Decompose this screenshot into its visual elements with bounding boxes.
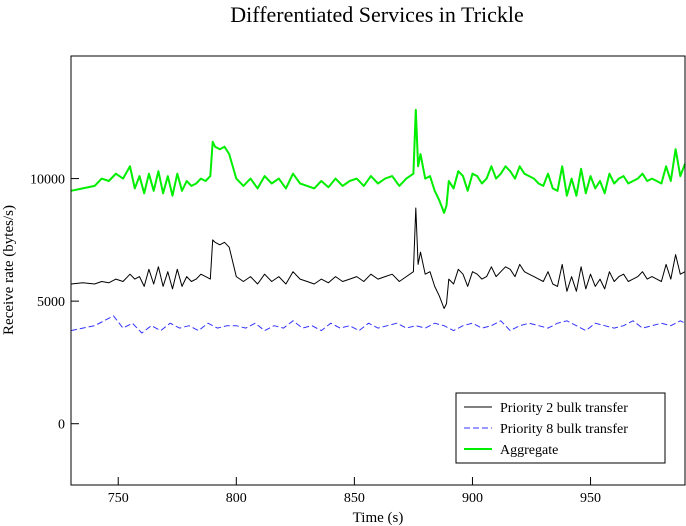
series-layer <box>70 108 686 334</box>
legend-label-priority-2: Priority 2 bulk transfer <box>500 401 628 416</box>
y-tick-label: 5000 <box>37 295 65 310</box>
tick-layer: 750 800 850 900 950 0 5000 10000 <box>30 173 601 506</box>
legend-box <box>455 392 666 464</box>
chart-title: Differentiated Services in Trickle <box>230 2 523 27</box>
legend: Priority 2 bulk transfer Priority 8 bulk… <box>455 392 666 464</box>
x-tick-label: 900 <box>462 491 483 506</box>
y-tick-label: 0 <box>58 418 65 433</box>
legend-label-aggregate: Aggregate <box>500 443 558 458</box>
legend-label-priority-8: Priority 8 bulk transfer <box>500 422 628 437</box>
x-tick-label: 850 <box>344 491 365 506</box>
series-line-priority-2-bulk-transfer <box>70 207 686 309</box>
x-tick-label: 950 <box>580 491 601 506</box>
plot-frame <box>70 55 686 486</box>
x-axis-title: Time (s) <box>353 510 404 526</box>
x-tick-label: 750 <box>108 491 129 506</box>
series-line-aggregate <box>70 108 686 214</box>
y-tick-label: 10000 <box>30 173 65 188</box>
y-axis-title: Receive rate (bytes/s) <box>1 205 17 335</box>
series-line-priority-8-bulk-transfer <box>70 315 686 334</box>
x-tick-label: 800 <box>226 491 247 506</box>
